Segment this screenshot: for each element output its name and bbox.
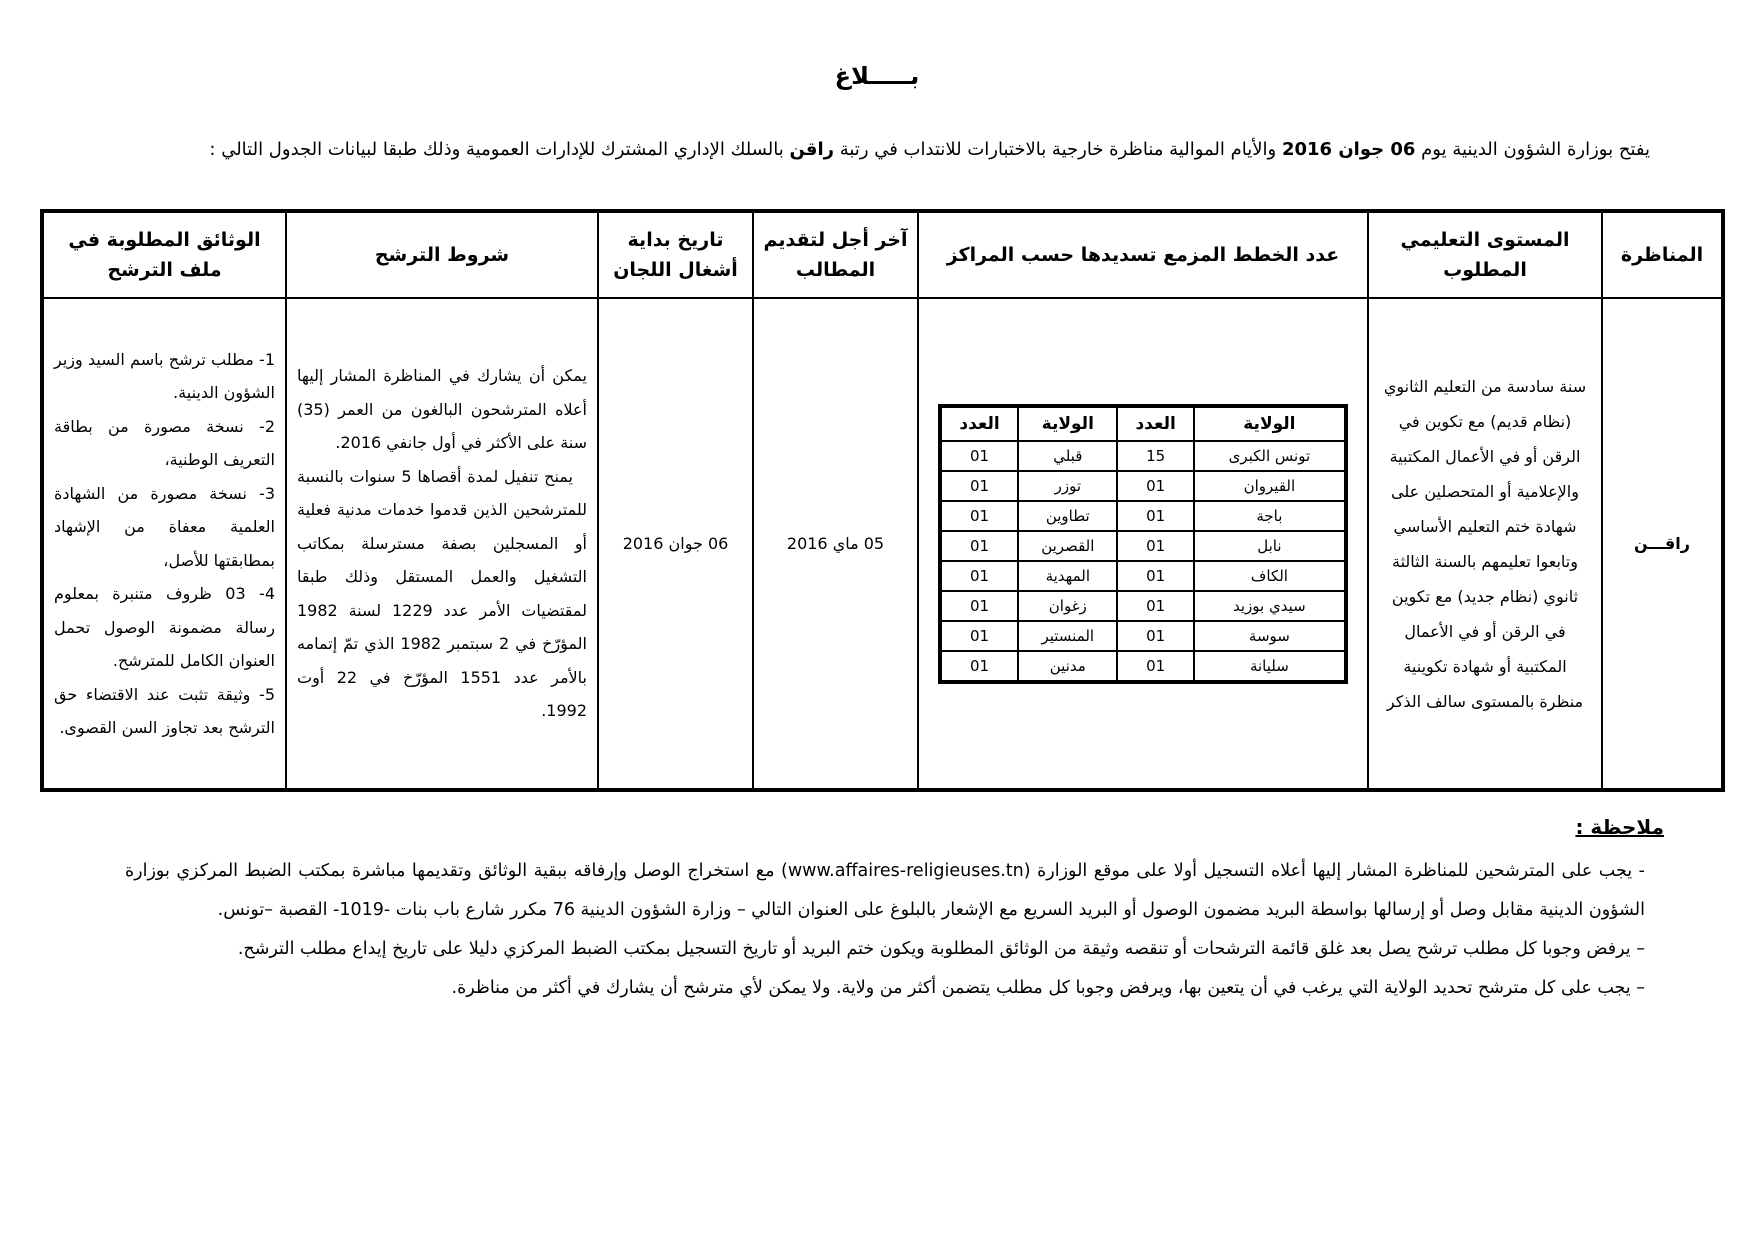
cell-deadline: 05 ماي 2016 [752, 297, 919, 791]
count-cell: 01 [1116, 499, 1195, 532]
governorate-cell: سوسة [1192, 619, 1348, 652]
positions-row: باجة 01 تطاوين 01 [938, 499, 1348, 532]
count-cell: 01 [1116, 649, 1195, 683]
governorate-cell: زغوان [1017, 589, 1119, 622]
intro-text: بالسلك الإداري المشترك للإدارات العمومية… [209, 139, 790, 160]
intro-date: 06 جوان 2016 [1281, 139, 1416, 160]
governorate-cell: قبلي [1017, 439, 1119, 472]
condition-item: يمكن أن يشارك في المناظرة المشار إليها أ… [297, 366, 587, 453]
cell-competition: راقـــن [1601, 297, 1724, 791]
positions-row: سليانة 01 مدنين 01 [938, 649, 1348, 683]
note-text: ) مع استخراج الوصل وإرفاقه ببقية الوثائق… [125, 861, 1645, 920]
governorate-cell: نابل [1192, 529, 1348, 562]
count-cell: 01 [938, 529, 1020, 562]
condition-item: يمنح تنفيل لمدة أقصاها 5 سنوات بالنسبة ل… [297, 466, 587, 721]
governorate-cell: تطاوين [1017, 499, 1119, 532]
count-cell: 01 [938, 649, 1020, 683]
header-positions: عدد الخطط المزمع تسديدها حسب المراكز [917, 210, 1369, 299]
positions-header: الولاية [1192, 404, 1348, 442]
positions-header-row: الولاية العدد الولاية العدد [938, 404, 1348, 442]
header-competition: المناظرة [1601, 210, 1724, 299]
intro-text: والأيام الموالية مناظرة خارجية بالاختبار… [834, 139, 1282, 160]
note-item: – يرفض وجوبا كل مطلب ترشح يصل بعد غلق قا… [237, 939, 1645, 959]
header-committee-start: تاريخ بداية أشغال اللجان [597, 210, 754, 299]
competition-table: المناظرة المستوى التعليمي المطلوب عدد ال… [40, 209, 1725, 792]
positions-row: نابل 01 القصرين 01 [938, 529, 1348, 562]
count-cell: 01 [938, 559, 1020, 592]
governorate-cell: توزر [1017, 469, 1119, 502]
count-cell: 01 [938, 589, 1020, 622]
count-cell: 01 [1116, 529, 1195, 562]
intro-grade: راقن [789, 139, 834, 160]
cell-committee-start: 06 جوان 2016 [597, 297, 754, 791]
governorate-cell: المهدية [1017, 559, 1119, 592]
document-item: 1- مطلب ترشح باسم السيد وزير الشؤون الدي… [54, 349, 275, 403]
governorate-cell: القيروان [1192, 469, 1348, 502]
table-header-row: المناظرة المستوى التعليمي المطلوب عدد ال… [41, 210, 1724, 299]
positions-row: القيروان 01 توزر 01 [938, 469, 1348, 502]
positions-table: الولاية العدد الولاية العدد تونس الكبرى 1… [938, 403, 1348, 684]
note-item: - يجب على المترشحين للمناظرة المشار إليه… [125, 852, 1645, 930]
notes-section: - يجب على المترشحين للمناظرة المشار إليه… [125, 852, 1645, 1008]
count-cell: 01 [938, 469, 1020, 502]
governorate-cell: سيدي بوزيد [1192, 589, 1348, 622]
positions-row: سوسة 01 المنستير 01 [938, 619, 1348, 652]
governorate-cell: القصرين [1017, 529, 1119, 562]
governorate-cell: المنستير [1017, 619, 1119, 652]
intro-text: يفتح بوزارة الشؤون الدينية يوم [1415, 139, 1650, 160]
governorate-cell: مدنين [1017, 649, 1119, 683]
cell-documents: 1- مطلب ترشح باسم السيد وزير الشؤون الدي… [41, 297, 287, 791]
positions-header: العدد [938, 404, 1020, 442]
count-cell: 01 [1116, 589, 1195, 622]
header-conditions: شروط الترشح [285, 210, 599, 299]
document-title: بـــــلاغ [834, 62, 920, 90]
document-item: 3- نسخة مصورة من الشهادة العلمية معفاة م… [54, 483, 275, 570]
document-item: 5- وثيقة تثبت عند الاقتضاء حق الترشح بعد… [54, 684, 275, 738]
header-documents: الوثائق المطلوبة في ملف الترشح [41, 210, 287, 299]
header-level: المستوى التعليمي المطلوب [1367, 210, 1603, 299]
header-deadline: آخر أجل لتقديم المطالب [752, 210, 919, 299]
positions-header: الولاية [1017, 404, 1119, 442]
count-cell: 01 [938, 619, 1020, 652]
intro-paragraph: يفتح بوزارة الشؤون الدينية يوم 06 جوان 2… [170, 130, 1650, 169]
positions-row: سيدي بوزيد 01 زغوان 01 [938, 589, 1348, 622]
cell-positions: الولاية العدد الولاية العدد تونس الكبرى 1… [917, 297, 1369, 791]
governorate-cell: تونس الكبرى [1192, 439, 1348, 472]
cell-conditions: يمكن أن يشارك في المناظرة المشار إليها أ… [285, 297, 599, 791]
note-text: - يجب على المترشحين للمناظرة المشار إليه… [1023, 861, 1645, 881]
ministry-website-link[interactable]: www.affaires-religieuses.tn [787, 861, 1024, 881]
positions-row: الكاف 01 المهدية 01 [938, 559, 1348, 592]
note-item: – يجب على كل مترشح تحديد الولاية التي ير… [451, 978, 1646, 998]
cell-level: سنة سادسة من التعليم الثانوي (نظام قديم)… [1367, 297, 1603, 791]
positions-header: العدد [1116, 404, 1195, 442]
positions-body: تونس الكبرى 15 قبلي 01 القيروان 01 توزر 01 باجة 0… [938, 439, 1348, 683]
count-cell: 15 [1116, 439, 1195, 472]
count-cell: 01 [1116, 559, 1195, 592]
count-cell: 01 [938, 499, 1020, 532]
count-cell: 01 [1116, 619, 1195, 652]
notes-title: ملاحظة : [1575, 815, 1664, 839]
document-item: 2- نسخة مصورة من بطاقة التعريف الوطنية، [54, 416, 275, 470]
governorate-cell: باجة [1192, 499, 1348, 532]
count-cell: 01 [938, 439, 1020, 472]
count-cell: 01 [1116, 469, 1195, 502]
governorate-cell: سليانة [1192, 649, 1348, 683]
table-row: راقـــن سنة سادسة من التعليم الثانوي (نظ… [41, 297, 1724, 791]
governorate-cell: الكاف [1192, 559, 1348, 592]
positions-row: تونس الكبرى 15 قبلي 01 [938, 439, 1348, 472]
document-item: 4- 03 ظروف متنبرة بمعلوم رسالة مضمونة ال… [54, 584, 275, 670]
